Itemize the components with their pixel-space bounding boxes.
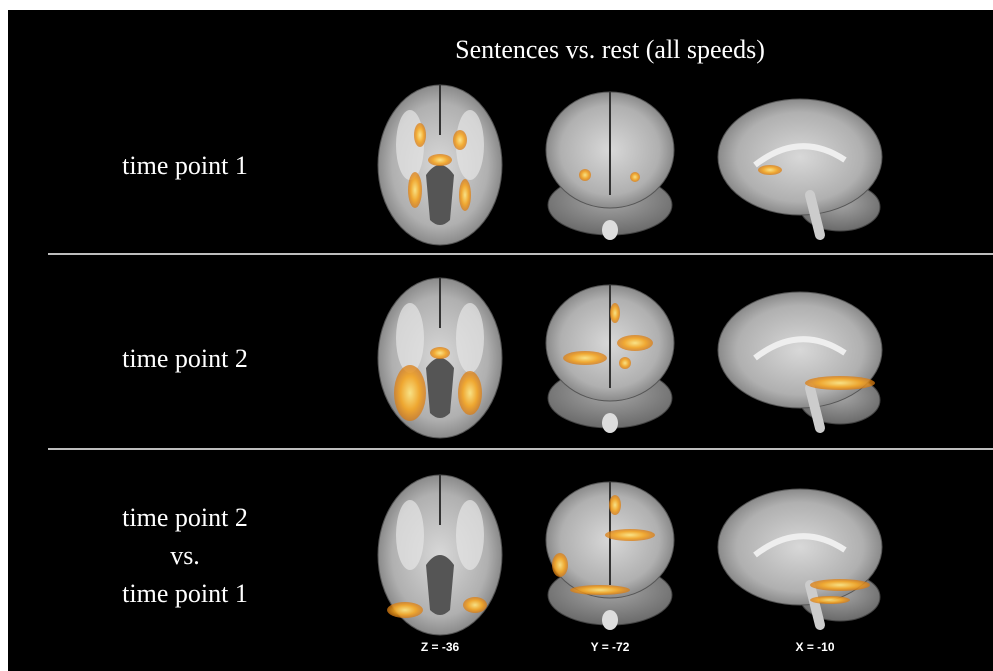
activation	[552, 553, 568, 577]
row-label: vs.	[170, 541, 200, 570]
activation	[428, 154, 452, 166]
white-matter	[396, 500, 424, 570]
activation	[387, 602, 423, 618]
brainstem	[805, 580, 825, 630]
activation	[605, 529, 655, 541]
brainstem	[602, 413, 618, 433]
activation	[810, 579, 870, 591]
activation	[805, 376, 875, 390]
activation	[459, 179, 471, 211]
sagittal-brain	[717, 291, 883, 409]
row-label: time point 2	[122, 503, 248, 532]
activation	[810, 596, 850, 604]
brainstem	[805, 190, 825, 240]
activation	[453, 130, 467, 150]
activation	[430, 347, 450, 359]
activation	[563, 351, 607, 365]
activation	[617, 335, 653, 351]
white-matter	[456, 110, 484, 180]
ventricle	[426, 555, 454, 615]
sagittal-brain	[717, 98, 883, 216]
corpus-callosum	[753, 533, 847, 558]
brainstem	[602, 610, 618, 630]
activation	[408, 172, 422, 208]
activation	[570, 585, 630, 595]
figure-title: Sentences vs. rest (all speeds)	[455, 35, 765, 64]
sagittal-brain	[717, 488, 883, 606]
brainstem	[805, 383, 825, 433]
activation	[630, 172, 640, 182]
activation	[579, 169, 591, 181]
white-matter	[396, 303, 424, 373]
activation	[394, 365, 426, 421]
row-label: time point 2	[122, 344, 248, 373]
activation	[463, 597, 487, 613]
slice-coordinate: Y = -72	[591, 640, 630, 654]
corpus-callosum	[753, 336, 847, 361]
row-label: time point 1	[122, 151, 248, 180]
brainstem	[602, 220, 618, 240]
corpus-callosum	[753, 143, 847, 168]
activation	[609, 495, 621, 515]
activation	[458, 371, 482, 415]
activation	[610, 303, 620, 323]
slice-coordinate: X = -10	[795, 640, 834, 654]
activation	[758, 165, 782, 175]
ventricle	[426, 358, 454, 418]
slice-coordinate: Z = -36	[421, 640, 460, 654]
activation	[619, 357, 631, 369]
activation	[414, 123, 426, 147]
row-label: time point 1	[122, 579, 248, 608]
ventricle	[426, 165, 454, 225]
white-matter	[456, 303, 484, 373]
white-matter	[456, 500, 484, 570]
